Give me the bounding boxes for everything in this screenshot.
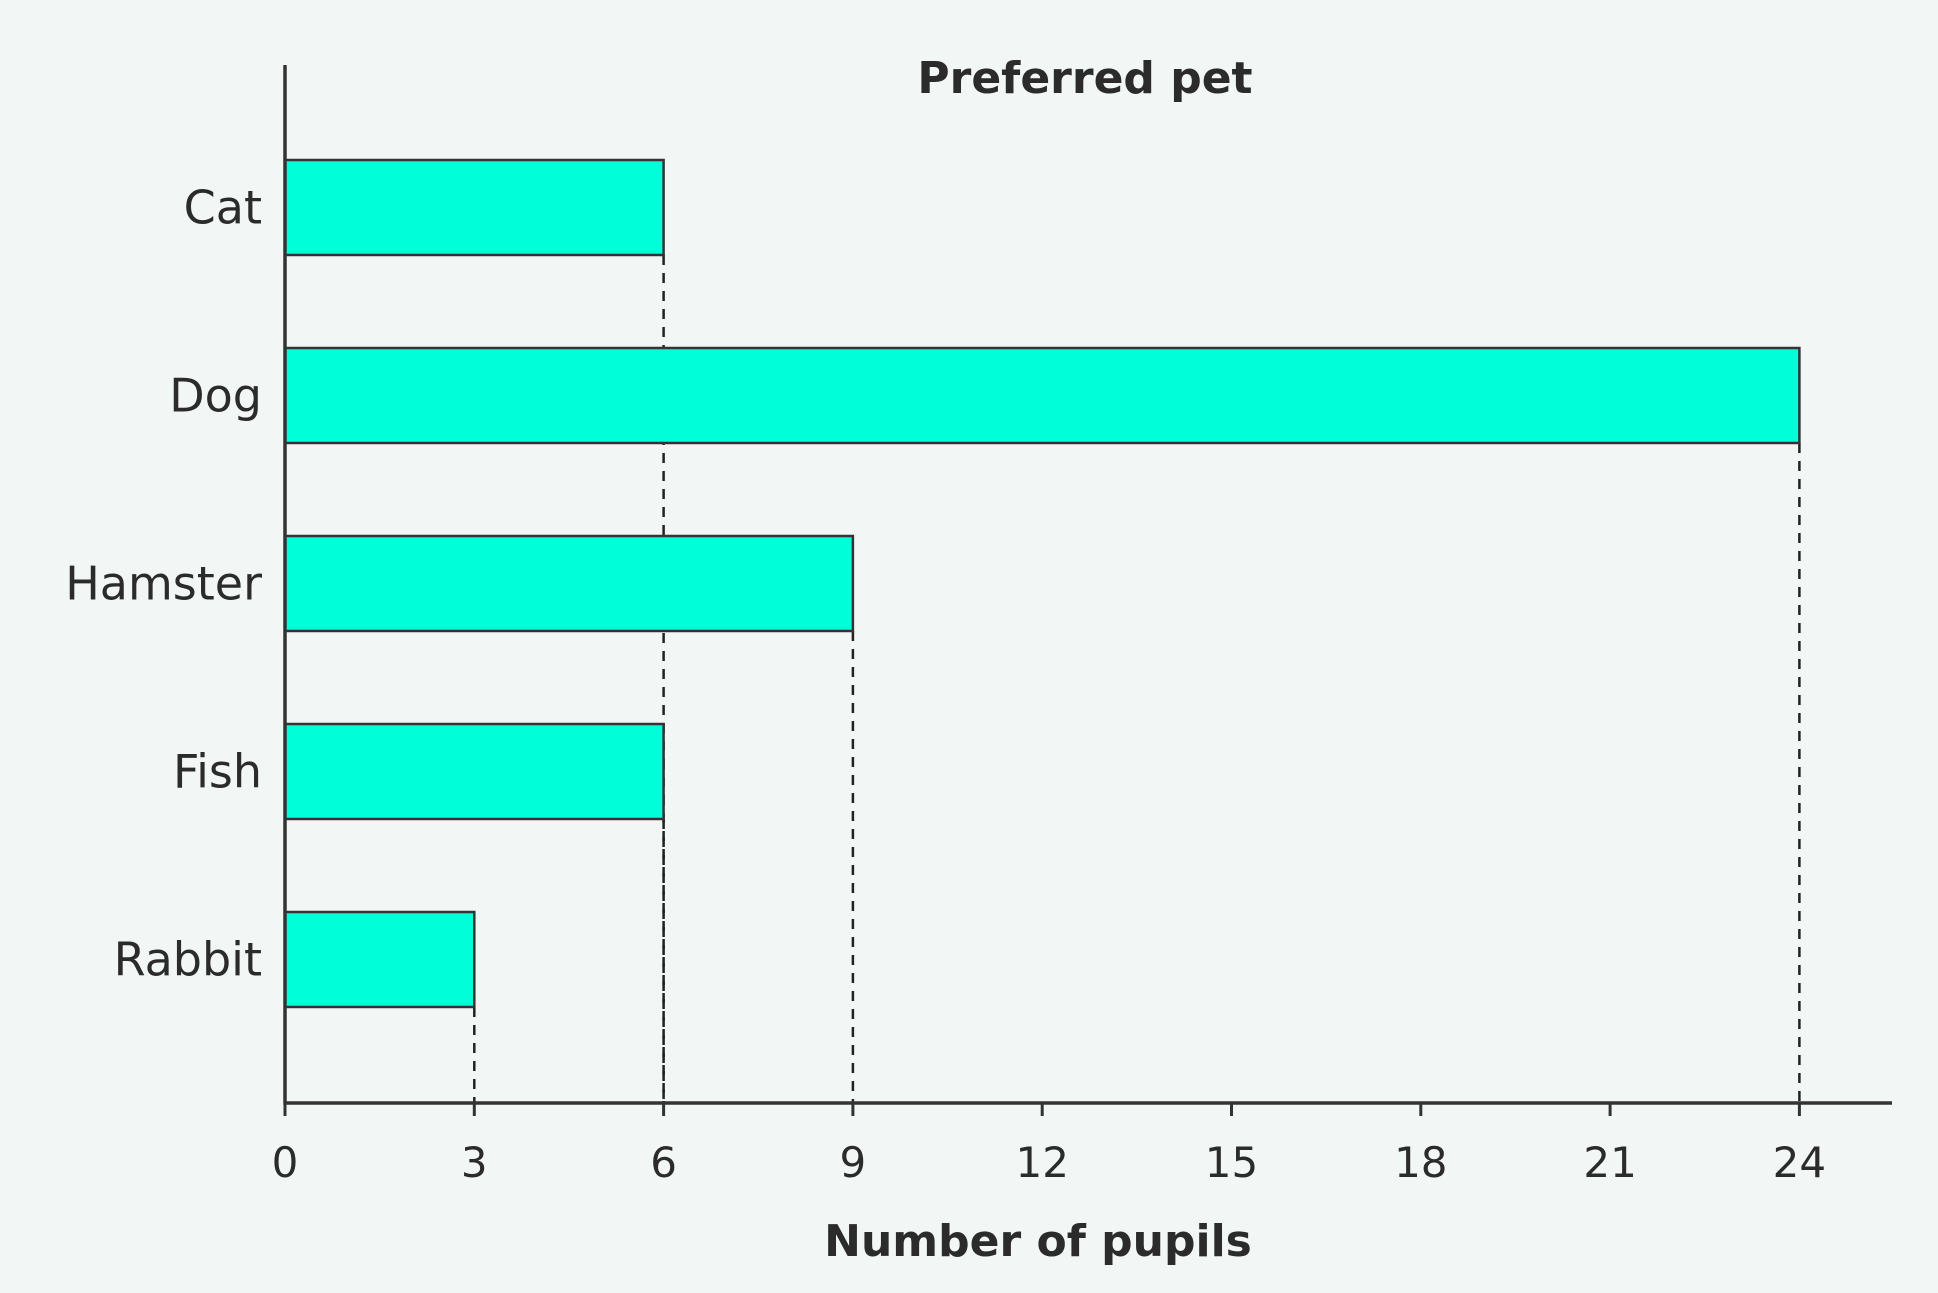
- x-tick-label-18: 18: [1394, 1138, 1447, 1187]
- category-label-cat: Cat: [184, 181, 262, 235]
- bar-rabbit: [283, 910, 476, 1009]
- bar-dog: [283, 346, 1801, 445]
- x-tick-label-6: 6: [650, 1138, 677, 1187]
- category-labels: Cat Dog Hamster Fish Rabbit: [65, 181, 262, 987]
- bar-fish: [283, 722, 665, 821]
- x-axis-label: Number of pupils: [824, 1216, 1252, 1267]
- bar-hamster: [283, 534, 855, 633]
- x-tick-label-15: 15: [1205, 1138, 1258, 1187]
- x-tick-label-9: 9: [840, 1138, 867, 1187]
- x-tick-label-0: 0: [272, 1138, 299, 1187]
- category-label-hamster: Hamster: [65, 557, 262, 611]
- x-tick-label-21: 21: [1583, 1138, 1636, 1187]
- x-axis-tick-labels: 0 3 6 9 12 15 18 21 24: [272, 1138, 1826, 1187]
- category-label-fish: Fish: [173, 745, 262, 799]
- x-tick-label-12: 12: [1015, 1138, 1068, 1187]
- dashed-guides: [473, 255, 1801, 1103]
- category-label-rabbit: Rabbit: [114, 933, 262, 987]
- chart-title: Preferred pet: [917, 53, 1252, 104]
- x-tick-label-24: 24: [1773, 1138, 1826, 1187]
- x-axis-ticks: [283, 1103, 1801, 1116]
- bars: [283, 158, 1801, 1009]
- x-tick-label-3: 3: [461, 1138, 488, 1187]
- category-label-dog: Dog: [169, 369, 262, 423]
- bar-cat: [283, 158, 665, 257]
